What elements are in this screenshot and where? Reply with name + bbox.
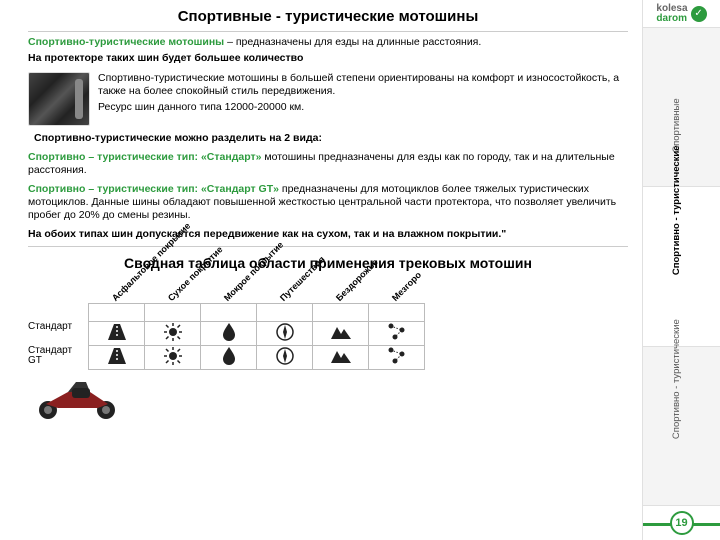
both-text: На обоих типах шин допускается передвиже… <box>28 228 628 241</box>
table-row <box>89 346 425 370</box>
page-number-badge: 19 <box>643 506 720 540</box>
cell <box>313 322 369 346</box>
row-label-1: Стандарт GT <box>28 346 86 366</box>
tire-photo <box>28 72 90 126</box>
cell <box>201 322 257 346</box>
standard-green: Спортивно – туристические тип: «Стандарт… <box>28 151 261 163</box>
row1-desc: Спортивно-туристические мотошины в больш… <box>98 72 628 98</box>
cell <box>201 346 257 370</box>
cell <box>257 322 313 346</box>
cell <box>89 346 145 370</box>
main-column: Спортивные - туристические мотошины Спор… <box>0 0 642 540</box>
divide-heading: Спортивно-туристические можно разделить … <box>34 132 628 145</box>
pins-icon <box>386 322 408 345</box>
cell <box>89 322 145 346</box>
logo-line1: kolesa <box>656 4 687 14</box>
standard-block: Спортивно – туристические тип: «Стандарт… <box>28 151 628 177</box>
col-1: Сухое покрытие <box>145 304 201 322</box>
intro-rest: – предназначены для езды на длинные расс… <box>224 36 481 48</box>
logo: kolesa darom ✓ <box>643 0 720 28</box>
sun-icon <box>163 322 183 345</box>
road-icon <box>106 323 128 344</box>
motorcycle-image <box>28 374 128 420</box>
cell <box>369 322 425 346</box>
cell <box>145 346 201 370</box>
side-tabs: Спортивные Спортивно - туристические Спо… <box>643 28 720 506</box>
cell <box>257 346 313 370</box>
col-3: Путешествия <box>257 304 313 322</box>
row1-text: Спортивно-туристические мотошины в больш… <box>98 72 628 126</box>
logo-check-icon: ✓ <box>691 6 707 22</box>
right-rail: kolesa darom ✓ Спортивные Спортивно - ту… <box>642 0 720 540</box>
table-title: Сводная таблица области применения треко… <box>28 255 628 271</box>
intro-text: Спортивно-туристические мотошины – предн… <box>28 36 628 49</box>
cell <box>369 346 425 370</box>
cell <box>313 346 369 370</box>
side-tab-2[interactable]: Спортивно - туристические <box>643 347 720 506</box>
table-wrap: Стандарт Стандарт GT Асфальтовое покрыти… <box>28 303 628 370</box>
road-icon <box>106 347 128 368</box>
col-2: Мокрое покрытие <box>201 304 257 322</box>
resource-text: Ресурс шин данного типа 12000-20000 км. <box>98 101 628 114</box>
image-text-row: Спортивно-туристические мотошины в больш… <box>28 72 628 126</box>
divider-mid <box>28 246 628 247</box>
divider-top <box>28 31 628 32</box>
col-4: Бездорожье <box>313 304 369 322</box>
sun-icon <box>163 346 183 369</box>
col-5: Мезгоро <box>369 304 425 322</box>
page-root: Спортивные - туристические мотошины Спор… <box>0 0 720 540</box>
page-number: 19 <box>670 511 694 535</box>
drop-icon <box>221 346 237 369</box>
intro-green: Спортивно-туристические мотошины <box>28 36 224 48</box>
col-0: Асфальтовое покрытие <box>89 304 145 322</box>
compass-icon <box>275 346 295 369</box>
gt-block: Спортивно – туристические тип: «Стандарт… <box>28 183 628 222</box>
table-header-row: Асфальтовое покрытие Сухое покрытие Мокр… <box>89 304 425 322</box>
usage-table: Асфальтовое покрытие Сухое покрытие Мокр… <box>88 303 425 370</box>
intro-bold: На протекторе таких шин будет большее ко… <box>28 52 628 65</box>
table-row <box>89 322 425 346</box>
row-label-0: Стандарт <box>28 322 86 332</box>
logo-text: kolesa darom <box>656 4 687 24</box>
gt-green: Спортивно – туристические тип: «Стандарт… <box>28 183 279 195</box>
pins-icon <box>386 346 408 369</box>
compass-icon <box>275 322 295 345</box>
logo-line2: darom <box>656 14 687 24</box>
page-title: Спортивные - туристические мотошины <box>28 8 628 25</box>
drop-icon <box>221 322 237 345</box>
cell <box>145 322 201 346</box>
mountain-icon <box>330 324 352 343</box>
mountain-icon <box>330 348 352 367</box>
